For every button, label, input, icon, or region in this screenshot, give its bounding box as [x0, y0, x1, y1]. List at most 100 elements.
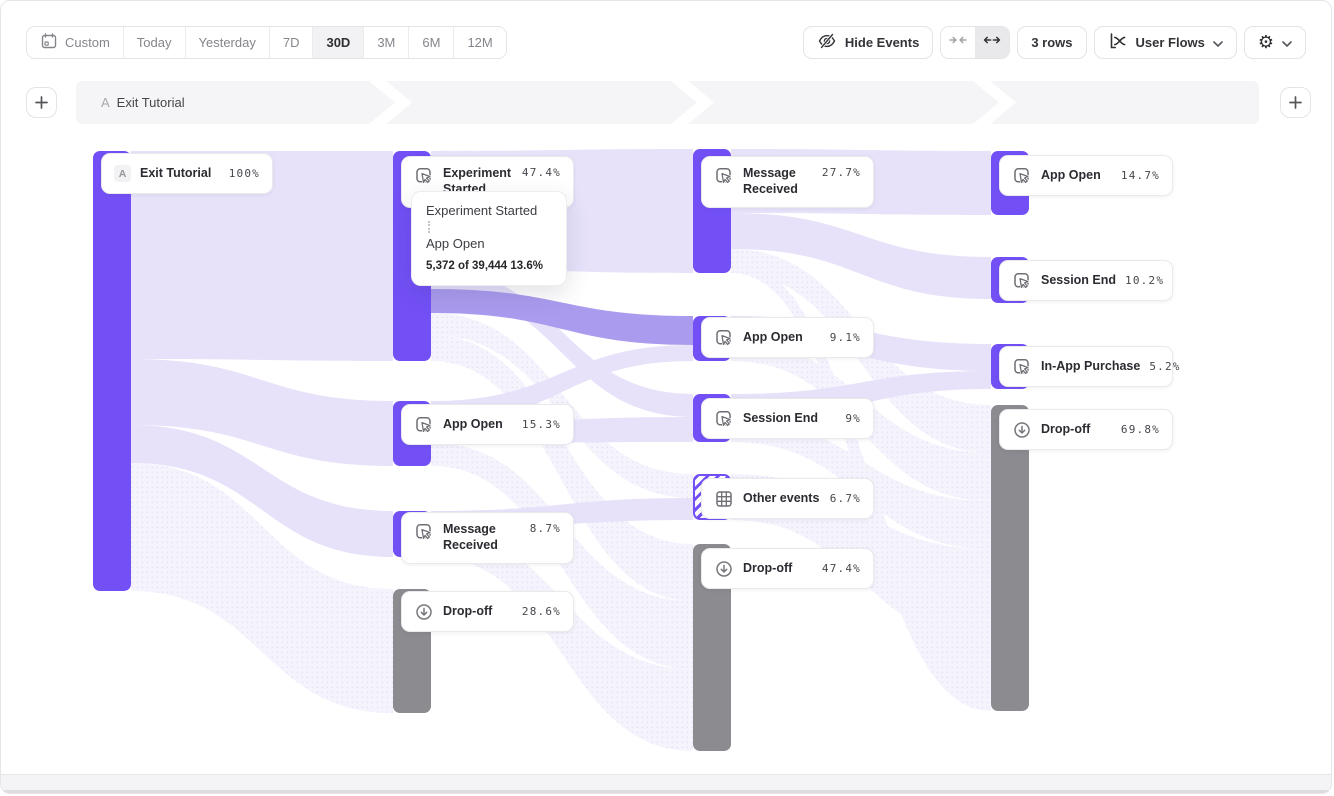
node-card-c4-app[interactable]: App Open 14.7%	[999, 155, 1173, 196]
node-card-c4-iap[interactable]: In-App Purchase 5.2%	[999, 346, 1179, 387]
node-card-c4-sess[interactable]: Session End 10.2%	[999, 260, 1173, 301]
node-label: App Open	[1041, 167, 1101, 182]
date-range-3m[interactable]: 3M	[363, 27, 409, 58]
date-range-yesterday[interactable]: Yesterday	[184, 27, 269, 58]
step-breadcrumb-bar[interactable]: A Exit Tutorial	[76, 81, 1259, 124]
node-card-c3-sess[interactable]: Session End 9%	[701, 398, 874, 439]
node-label: App Open	[443, 416, 503, 431]
node-card-c2-drop[interactable]: Drop-off 28.6%	[401, 591, 574, 632]
event-cursor-icon	[714, 409, 734, 429]
node-percentage: 47.4%	[821, 562, 861, 575]
flow-ribbon[interactable]	[131, 463, 393, 713]
node-card-c3-msg[interactable]: Message Received 27.7%	[701, 156, 874, 208]
arrows-outward-icon	[983, 33, 1001, 52]
node-label: Exit Tutorial	[140, 165, 212, 180]
tooltip-from-event: Experiment Started	[426, 203, 538, 218]
date-range-label: Custom	[65, 35, 110, 50]
node-label: Drop-off	[443, 603, 493, 618]
date-range-label: Today	[136, 35, 172, 50]
date-range-custom[interactable]: Custom	[27, 27, 123, 58]
view-type-label: User Flows	[1135, 35, 1205, 50]
add-step-right-button[interactable]	[1280, 87, 1311, 118]
arrows-inward-icon	[949, 33, 968, 52]
user-flows-chart-icon	[1108, 31, 1128, 54]
tooltip-to-event: App Open	[426, 236, 485, 251]
rows-count-button[interactable]: 3 rows	[1017, 26, 1087, 59]
collapse-columns-button[interactable]	[941, 27, 976, 58]
calendar-icon	[40, 32, 58, 53]
flow-ribbon[interactable]	[731, 213, 991, 299]
date-range-12m[interactable]: 12M	[453, 27, 506, 58]
node-card-c3-app[interactable]: App Open 9.1%	[701, 317, 874, 358]
date-range-today[interactable]: Today	[122, 27, 185, 58]
bottom-scroll-track[interactable]	[1, 774, 1331, 790]
node-label: Drop-off	[743, 560, 793, 575]
toolbar-right: Hide Events 3 rows	[802, 26, 1306, 59]
flow-ribbon[interactable]	[431, 345, 693, 423]
eye-off-icon	[817, 31, 837, 54]
flow-ribbon[interactable]	[131, 425, 393, 557]
node-percentage: 47.4%	[521, 166, 561, 179]
node-card-c3-other[interactable]: Other events 6.7%	[701, 478, 874, 519]
node-percentage: 9.1%	[829, 331, 861, 344]
node-label: App Open	[743, 329, 803, 344]
event-cursor-icon	[414, 522, 434, 542]
node-label: Message Received	[743, 166, 798, 196]
step-letter-badge: A	[114, 165, 131, 182]
date-range-30d[interactable]: 30D	[312, 27, 364, 58]
node-card-c1-exit[interactable]: A Exit Tutorial 100%	[101, 153, 273, 194]
drop-off-arrow-icon	[714, 559, 734, 579]
date-range-label: 3M	[377, 35, 396, 50]
settings-dropdown[interactable]: ⚙	[1243, 26, 1306, 59]
date-range-label: 30D	[326, 35, 351, 50]
event-cursor-icon	[1012, 271, 1032, 291]
step-label: A Exit Tutorial	[101, 81, 185, 124]
date-range-7d[interactable]: 7D	[268, 27, 313, 58]
event-cursor-icon	[1012, 357, 1032, 377]
event-cursor-icon	[414, 415, 434, 435]
node-label: Session End	[743, 410, 819, 425]
date-range-6m[interactable]: 6M	[408, 27, 454, 58]
collapse-expand-segmented-control	[940, 26, 1011, 59]
flow-ribbon[interactable]	[431, 529, 693, 751]
drop-off-arrow-icon	[414, 602, 434, 622]
node-card-c2-msg[interactable]: Message Received 8.7%	[401, 512, 574, 564]
flow-ribbon[interactable]	[431, 269, 693, 417]
node-label: In-App Purchase	[1041, 358, 1141, 373]
chevron-down-icon	[1282, 35, 1292, 50]
add-step-left-button[interactable]	[26, 87, 57, 118]
plus-icon	[1289, 96, 1302, 109]
step-name: Exit Tutorial	[116, 95, 185, 110]
node-percentage: 6.7%	[829, 492, 861, 505]
node-label: Message Received	[443, 522, 498, 552]
date-range-label: 6M	[422, 35, 441, 50]
flow-ribbon[interactable]	[131, 359, 393, 466]
sankey-bar-c4-drop[interactable]	[991, 405, 1029, 711]
step-prefix: A	[101, 95, 110, 110]
hide-events-button[interactable]: Hide Events	[802, 26, 934, 59]
node-percentage: 15.3%	[521, 418, 561, 431]
node-card-c4-drop[interactable]: Drop-off 69.8%	[999, 409, 1173, 450]
event-cursor-icon	[714, 166, 734, 186]
event-cursor-icon	[414, 166, 434, 186]
gear-icon: ⚙	[1257, 31, 1274, 53]
date-range-segmented-control: Custom Today Yesterday 7D 30D 3M 6M 12M	[26, 26, 507, 59]
flow-ribbon[interactable]	[431, 289, 693, 345]
node-label: Other events	[743, 490, 820, 505]
date-range-label: 12M	[467, 35, 493, 50]
node-card-c2-app[interactable]: App Open 15.3%	[401, 404, 574, 445]
flow-ribbon[interactable]	[431, 335, 693, 601]
view-type-dropdown[interactable]: User Flows	[1093, 26, 1237, 59]
node-card-c3-drop[interactable]: Drop-off 47.4%	[701, 548, 874, 589]
node-percentage: 27.7%	[821, 166, 861, 179]
date-range-label: 7D	[282, 35, 300, 50]
node-percentage: 9%	[845, 412, 861, 425]
bottom-edge	[1, 790, 1331, 793]
expand-columns-button[interactable]	[975, 27, 1010, 58]
sankey-bar-c1-exit[interactable]	[93, 151, 131, 591]
plus-icon	[35, 96, 48, 109]
flow-ribbon[interactable]	[131, 151, 393, 361]
date-range-label: Yesterday	[198, 35, 256, 50]
